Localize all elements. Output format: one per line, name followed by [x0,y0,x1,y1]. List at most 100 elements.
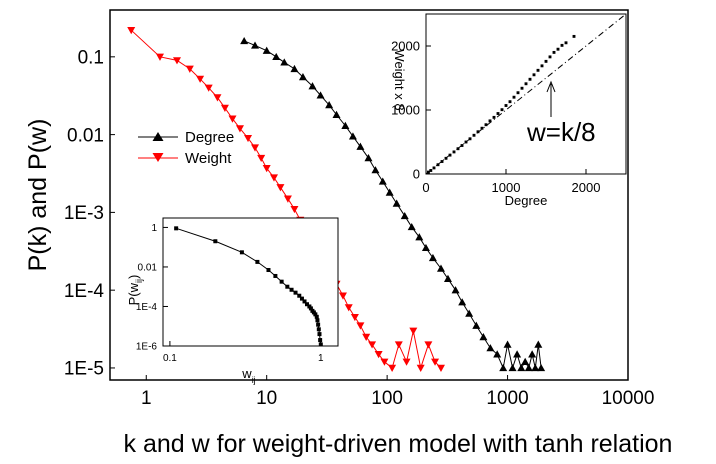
main-y-tick-label: 1E-5 [64,359,104,380]
inset-bl-x-tick-label: 0.1 [163,353,177,364]
main-data-point-0 [458,298,467,306]
main-x-tick-label: 1000 [486,388,528,409]
main-y-tick-label: 0.01 [67,125,104,146]
inset-bl-data-point [313,312,318,317]
main-data-point-1 [409,327,418,335]
legend-weight-marker [152,153,164,162]
main-data-point-0 [534,340,543,348]
main-data-point-1 [380,358,389,366]
inset-tr-data-point [508,100,512,104]
main-data-point-0 [443,274,452,283]
inset-bl-data-point [293,290,298,295]
main-data-point-1 [416,364,425,372]
inset-bl-y-tick-label: 1 [151,223,157,234]
annotation-w-k8: w=k/8 [526,117,596,147]
inset-bl-data-point [299,296,304,301]
inset-tr-data-point [429,169,433,172]
main-data-point-0 [280,58,289,66]
inset-bl-y-tick-label: 0.01 [138,262,158,273]
inset-bl-data-point [316,327,321,332]
main-data-point-1 [213,94,222,102]
main-data-point-1 [388,364,397,372]
main-data-point-0 [290,64,299,73]
main-data-point-1 [344,304,353,312]
inset-bl-y-label-main: P(w [126,282,141,305]
main-data-point-1 [436,364,445,372]
inset-bl-data-point [289,287,294,292]
inset-tr-y-tick-label: 0 [413,167,420,182]
main-data-point-0 [251,41,260,49]
inset-tr-x-tick-label: 2000 [572,180,601,195]
legend-degree-marker [152,132,164,141]
inset-bl-y-tick-label: 1E-6 [136,342,158,353]
inset-bl-data-point [297,293,302,298]
inset-bl-y-axis-label: P(wij) [126,275,144,306]
inset-weight-distribution: 0.1 11E-61E-40.011 wij P(wij) [126,217,339,385]
inset-tr-data-point [536,68,540,72]
inset-bl-data-point [279,279,284,284]
inset-bl-data-point [308,306,313,311]
main-data-point-1 [155,53,164,61]
inset-tr-y-axis-label: Weight x 8 [392,49,407,110]
inset-tr-data-point [544,59,548,63]
main-data-point-1 [127,26,136,35]
inset-tr-series [425,13,627,175]
main-x-tick-label: 1 [141,388,152,409]
main-data-point-1 [196,75,205,83]
main-data-point-0 [524,363,533,372]
main-data-point-0 [272,52,281,61]
inset-bl-data-point [213,239,218,244]
inset-bl-x-label-main: w [241,366,252,381]
main-data-point-0 [298,73,307,81]
main-data-point-0 [531,363,540,372]
main-plot-frame [109,9,629,381]
inset-tr-data-point [540,64,544,68]
main-data-point-0 [493,350,502,358]
inset-tr-data-point [488,119,492,123]
main-data-point-1 [424,341,433,349]
inset-bl-data-point [318,342,323,347]
inset-bl-data-point [273,273,278,278]
main-data-point-0 [356,142,365,150]
inset-tr-data-point [564,41,568,45]
main-data-point-0 [341,121,350,129]
inset-tr-data-point [552,50,556,54]
inset-tr-data-point [528,77,532,81]
main-data-point-1 [235,125,244,133]
main-data-point-1 [350,313,359,322]
main-data-point-0 [508,363,517,372]
legend-degree-label: Degree [185,129,234,146]
inset-tr-data-point [432,166,436,170]
main-data-point-0 [378,177,387,185]
main-data-point-1 [276,184,285,192]
main-data-point-0 [371,166,380,174]
main-data-point-1 [338,292,347,300]
inset-bl-frame [162,217,339,347]
main-y-tick-label: 1E-3 [64,203,104,224]
main-data-point-1 [172,57,181,65]
main-data-point-1 [402,358,411,366]
inset-tr-data-point [468,137,472,141]
inset-bl-data-point [266,268,271,273]
inset-bl-x-axis-label: wij [241,366,255,385]
inset-tr-data-point [436,163,440,167]
inset-bl-data-point [304,302,309,307]
main-y-axis-label: P(k) and P(w) [24,119,52,272]
inset-tr-data-point [532,73,536,77]
inset-tr-data-point [484,123,488,127]
inset-tr-data-point [444,156,448,160]
main-x-tick-label: 10 [256,388,277,409]
inset-bl-series [174,226,323,347]
main-data-point-0 [499,363,508,372]
inset-bl-data-point [316,322,321,327]
inset-tr-data-point [492,115,496,119]
inset-tr-data-point [520,86,524,90]
main-data-point-1 [394,341,403,349]
inset-tr-data-point [560,43,564,47]
main-data-point-1 [283,195,292,203]
inset-tr-data-point [556,47,560,51]
inset-tr-data-point [500,108,504,112]
inset-bl-y-label-sub: ij [134,279,144,283]
main-data-point-0 [451,286,460,294]
inset-bl-data-point [255,259,260,264]
